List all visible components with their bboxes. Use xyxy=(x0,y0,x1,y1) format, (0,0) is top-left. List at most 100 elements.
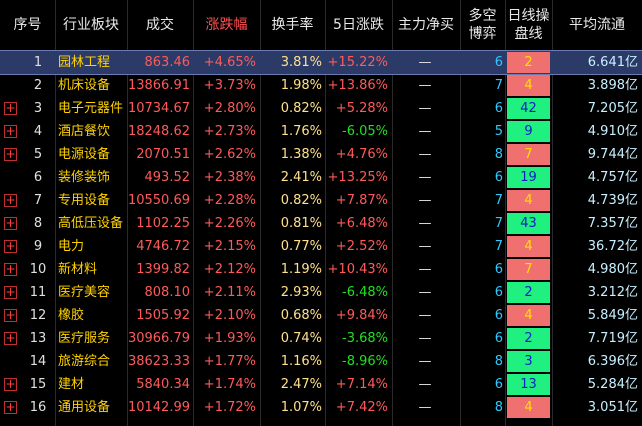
expand-icon[interactable]: + xyxy=(4,239,17,253)
cell: 机床设备 xyxy=(58,78,111,93)
table-row[interactable]: +13 医疗服务 30966.79 +1.93% 0.74% -3.68% — 6 2 7.719… xyxy=(0,327,642,350)
cell: 4.739亿 xyxy=(587,193,638,208)
table-row[interactable]: +9 电力 4746.72 +2.15% 0.77% +2.52% — 7 4 36.72亿 xyxy=(0,235,642,258)
cell: +5.28% xyxy=(335,101,388,116)
cell: 1399.82 xyxy=(136,262,190,277)
cell: 7.205亿 xyxy=(587,101,638,116)
column-divider xyxy=(505,0,506,426)
cell: 1 xyxy=(33,55,43,70)
expand-icon[interactable]: + xyxy=(4,262,17,276)
table-row[interactable]: +11 医疗美容 808.10 +2.11% 2.93% -6.48% — 6 2 3.212亿 xyxy=(0,281,642,304)
column-header[interactable]: 平均流通 xyxy=(569,17,625,33)
cell: 15 xyxy=(29,377,47,392)
cell: 2070.51 xyxy=(136,147,190,162)
table-row[interactable]: +4 酒店餐饮 18248.62 +2.73% 1.76% -6.05% — 5 9 4.910亿 xyxy=(0,120,642,143)
cell: +2.80% xyxy=(203,101,256,116)
cell: 9 xyxy=(33,239,43,254)
column-divider xyxy=(460,0,461,426)
expand-icon[interactable]: + xyxy=(4,193,17,207)
cell: +9.84% xyxy=(335,308,388,323)
cell: 3 xyxy=(33,101,43,116)
cell: +1.72% xyxy=(203,400,256,415)
table-row[interactable]: +8 高低压设备 1102.25 +2.26% 0.81% +6.48% — 7 43 7.357… xyxy=(0,212,642,235)
cell: 1102.25 xyxy=(136,216,190,231)
table-row[interactable]: +3 电子元器件 10734.67 +2.80% 0.82% +5.28% — 6 42 7.20… xyxy=(0,97,642,120)
signal-box: 13 xyxy=(507,374,550,395)
cell: 1.76% xyxy=(280,124,322,139)
table-row[interactable]: +10 新材料 1399.82 +2.12% 1.19% +10.43% — 6 7 4.980亿 xyxy=(0,258,642,281)
cell: 电力 xyxy=(58,239,85,254)
cell: 橡胶 xyxy=(58,308,85,323)
cell: +13.86% xyxy=(327,78,388,93)
cell: 38623.33 xyxy=(127,354,190,369)
signal-box: 4 xyxy=(507,75,550,96)
table-row[interactable]: 6 装修装饰 493.52 +2.38% 2.41% +13.25% — 6 19 4.757亿 xyxy=(0,166,642,189)
column-header[interactable]: 成交 xyxy=(146,17,174,33)
table-row[interactable]: +15 建材 5840.34 +1.74% 2.47% +7.14% — 6 13 5.284亿 xyxy=(0,373,642,396)
cell: 7 xyxy=(494,239,503,254)
cell: +2.12% xyxy=(203,262,256,277)
cell: 7 xyxy=(494,78,503,93)
cell: +4.76% xyxy=(335,147,388,162)
table-row[interactable]: 14 旅游综合 38623.33 +1.77% 1.16% -8.96% — 8 3 6.396亿 xyxy=(0,350,642,373)
column-header[interactable]: 多空 博弈 xyxy=(468,8,497,42)
cell: 6.396亿 xyxy=(587,354,638,369)
table-row[interactable]: 1 园林工程 863.46 +4.65% 3.81% +15.22% — 6 2 6.641亿 xyxy=(0,50,642,75)
column-header[interactable]: 行业板块 xyxy=(63,17,119,33)
cell: +1.74% xyxy=(203,377,256,392)
cell: 装修装饰 xyxy=(58,170,111,185)
column-header[interactable]: 主力净买 xyxy=(398,17,454,33)
column-header[interactable]: 5日涨跌 xyxy=(333,17,384,33)
cell: 6 xyxy=(494,331,503,346)
cell: 6.641亿 xyxy=(587,55,638,70)
table-row[interactable]: +16 通用设备 10142.99 +1.72% 1.07% +7.42% — 8 4 3.051… xyxy=(0,396,642,419)
cell: 11 xyxy=(29,285,47,300)
cell: 7.719亿 xyxy=(587,331,638,346)
expand-icon[interactable]: + xyxy=(4,101,17,115)
cell: 8 xyxy=(494,147,503,162)
table-row[interactable]: 2 机床设备 13866.91 +3.73% 1.98% +13.86% — 7 4 3.898亿 xyxy=(0,74,642,97)
cell: 12 xyxy=(29,308,47,323)
column-divider xyxy=(55,0,56,426)
cell: 3.212亿 xyxy=(587,285,638,300)
cell: +13.25% xyxy=(327,170,388,185)
expand-icon[interactable]: + xyxy=(4,147,17,161)
cell: +2.26% xyxy=(203,216,256,231)
cell: 5840.34 xyxy=(136,377,190,392)
table-row[interactable]: +5 电源设备 2070.51 +2.62% 1.38% +4.76% — 8 7 9.744亿 xyxy=(0,143,642,166)
column-header[interactable]: 换手率 xyxy=(271,17,314,33)
cell: 0.82% xyxy=(280,101,322,116)
cell: 4.910亿 xyxy=(587,124,638,139)
table-row[interactable]: +7 专用设备 10550.69 +2.28% 0.82% +7.87% —7 4 4.739亿 xyxy=(0,189,642,212)
expand-icon[interactable]: + xyxy=(4,331,17,345)
column-header[interactable]: 日线操 盘线 xyxy=(507,8,550,42)
expand-icon[interactable]: + xyxy=(4,400,17,414)
cell: — xyxy=(418,377,432,392)
table-row[interactable]: +12 橡胶 1505.92 +2.10% 0.68% +9.84% — 6 4 5.849亿 xyxy=(0,304,642,327)
cell: 6 xyxy=(494,55,503,70)
cell: 2.47% xyxy=(280,377,322,392)
signal-box: 43 xyxy=(507,213,550,234)
expand-icon[interactable]: + xyxy=(4,216,17,230)
cell: 6 xyxy=(33,170,43,185)
cell: +2.73% xyxy=(203,124,256,139)
cell: 6 xyxy=(494,377,503,392)
cell: 6 xyxy=(494,308,503,323)
expand-icon[interactable]: + xyxy=(4,377,17,391)
cell: +1.93% xyxy=(203,331,256,346)
cell: 10550.69 xyxy=(127,193,190,208)
cell: 建材 xyxy=(58,377,85,392)
signal-box: 2 xyxy=(507,282,550,303)
cell: 电源设备 xyxy=(58,147,111,162)
cell: 5.849亿 xyxy=(587,308,638,323)
expand-icon[interactable]: + xyxy=(4,124,17,138)
expand-icon[interactable]: + xyxy=(4,308,17,322)
expand-icon[interactable]: + xyxy=(4,285,17,299)
cell: 0.82% xyxy=(280,193,322,208)
cell: — xyxy=(418,239,432,254)
column-header[interactable]: 序号 xyxy=(13,17,42,33)
signal-box: 4 xyxy=(507,236,550,257)
column-header[interactable]: 涨跌幅 xyxy=(205,17,248,33)
cell: 493.52 xyxy=(144,170,191,185)
signal-box: 4 xyxy=(507,305,550,326)
